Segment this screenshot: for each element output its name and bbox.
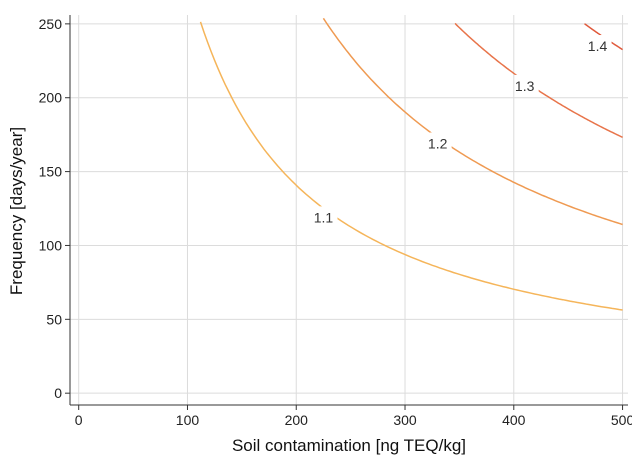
y-tick-label-50: 50 <box>46 311 62 327</box>
contour-line-1-3 <box>454 22 623 138</box>
x-tick-label-0: 0 <box>75 412 83 428</box>
gridlines <box>70 15 628 405</box>
x-tick-label-400: 400 <box>502 412 526 428</box>
x-tick-label-300: 300 <box>393 412 417 428</box>
contour-label-1-3: 1.3 <box>515 78 535 94</box>
y-tick-label-250: 250 <box>39 16 63 32</box>
y-tick-label-100: 100 <box>39 237 63 253</box>
contour-line-1-1 <box>199 21 623 311</box>
contour-label-1-2: 1.2 <box>428 136 448 152</box>
contour-line-1-4 <box>584 23 623 51</box>
x-axis-title: Soil contamination [ng TEQ/kg] <box>232 436 466 455</box>
y-axis-title: Frequency [days/year] <box>7 127 26 295</box>
y-tick-label-0: 0 <box>54 385 62 401</box>
y-tick-label-150: 150 <box>39 164 63 180</box>
x-tick-label-500: 500 <box>611 412 632 428</box>
contour-line-1-2 <box>322 17 623 226</box>
contour-label-1-1: 1.1 <box>314 209 334 225</box>
axes: 0 100 200 300 400 500 0 50 100 150 200 250 <box>39 15 632 428</box>
contour-label-1-4: 1.4 <box>588 38 608 54</box>
x-tick-label-200: 200 <box>285 412 309 428</box>
y-tick-label-200: 200 <box>39 90 63 106</box>
contour-lines: 1.1 1.2 1.3 1.4 <box>199 17 623 311</box>
x-tick-label-100: 100 <box>176 412 200 428</box>
